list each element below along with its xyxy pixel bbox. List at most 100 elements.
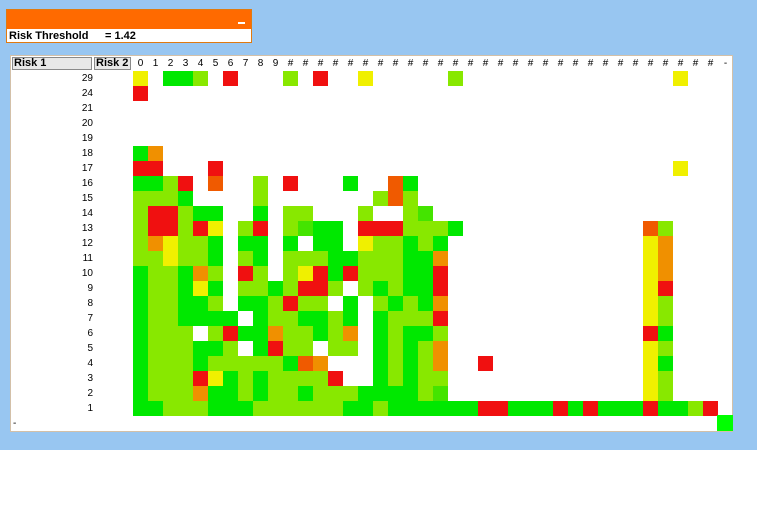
heatmap-cell[interactable] — [433, 251, 448, 266]
heatmap-cell[interactable] — [148, 161, 163, 176]
heatmap-cell[interactable] — [133, 341, 148, 356]
heatmap-cell[interactable] — [163, 236, 178, 251]
corner-resize-handle[interactable] — [717, 415, 733, 431]
heatmap-cell[interactable] — [643, 386, 658, 401]
heatmap-cell[interactable] — [133, 296, 148, 311]
heatmap-cell[interactable] — [133, 311, 148, 326]
heatmap-cell[interactable] — [238, 371, 253, 386]
heatmap-cell[interactable] — [283, 266, 298, 281]
heatmap-cell[interactable] — [433, 326, 448, 341]
heatmap-cell[interactable] — [373, 251, 388, 266]
heatmap-cell[interactable] — [223, 326, 238, 341]
heatmap-cell[interactable] — [313, 266, 328, 281]
heatmap-cell[interactable] — [613, 401, 628, 416]
heatmap-cell[interactable] — [178, 326, 193, 341]
heatmap-cell[interactable] — [523, 401, 538, 416]
heatmap-cell[interactable] — [358, 386, 373, 401]
heatmap-cell[interactable] — [178, 356, 193, 371]
heatmap-cell[interactable] — [433, 386, 448, 401]
heatmap-cell[interactable] — [163, 71, 178, 86]
heatmap-cell[interactable] — [268, 296, 283, 311]
heatmap-cell[interactable] — [283, 311, 298, 326]
heatmap-cell[interactable] — [313, 296, 328, 311]
heatmap-cell[interactable] — [658, 221, 673, 236]
heatmap-cell[interactable] — [253, 326, 268, 341]
heatmap-cell[interactable] — [133, 71, 148, 86]
heatmap-cell[interactable] — [163, 296, 178, 311]
heatmap-cell[interactable] — [268, 356, 283, 371]
heatmap-cell[interactable] — [133, 221, 148, 236]
heatmap-cell[interactable] — [583, 401, 598, 416]
heatmap-cell[interactable] — [283, 71, 298, 86]
heatmap-cell[interactable] — [328, 221, 343, 236]
heatmap-cell[interactable] — [343, 266, 358, 281]
heatmap-cell[interactable] — [493, 401, 508, 416]
heatmap-cell[interactable] — [418, 311, 433, 326]
heatmap-cell[interactable] — [223, 311, 238, 326]
heatmap-cell[interactable] — [418, 221, 433, 236]
heatmap-cell[interactable] — [298, 386, 313, 401]
heatmap-cell[interactable] — [238, 401, 253, 416]
heatmap-cell[interactable] — [298, 311, 313, 326]
heatmap-cell[interactable] — [328, 311, 343, 326]
heatmap-cell[interactable] — [178, 281, 193, 296]
heatmap-cell[interactable] — [688, 401, 703, 416]
heatmap-cell[interactable] — [178, 71, 193, 86]
heatmap-cell[interactable] — [358, 71, 373, 86]
heatmap-cell[interactable] — [373, 341, 388, 356]
heatmap-cell[interactable] — [253, 386, 268, 401]
heatmap-cell[interactable] — [373, 326, 388, 341]
heatmap-cell[interactable] — [433, 266, 448, 281]
heatmap-cell[interactable] — [388, 401, 403, 416]
heatmap-cell[interactable] — [373, 221, 388, 236]
heatmap-cell[interactable] — [238, 296, 253, 311]
heatmap-cell[interactable] — [208, 161, 223, 176]
heatmap-cell[interactable] — [388, 371, 403, 386]
heatmap-cell[interactable] — [298, 326, 313, 341]
heatmap-cell[interactable] — [343, 251, 358, 266]
heatmap-cell[interactable] — [148, 176, 163, 191]
heatmap-cell[interactable] — [253, 296, 268, 311]
heatmap-cell[interactable] — [643, 221, 658, 236]
heatmap-cell[interactable] — [328, 371, 343, 386]
heatmap-cell[interactable] — [658, 356, 673, 371]
heatmap-cell[interactable] — [313, 221, 328, 236]
heatmap-cell[interactable] — [283, 296, 298, 311]
heatmap-cell[interactable] — [313, 71, 328, 86]
heatmap-cell[interactable] — [658, 236, 673, 251]
heatmap-cell[interactable] — [448, 401, 463, 416]
heatmap-cell[interactable] — [658, 386, 673, 401]
heatmap-cell[interactable] — [358, 206, 373, 221]
heatmap-cell[interactable] — [658, 401, 673, 416]
heatmap-cell[interactable] — [193, 401, 208, 416]
heatmap-cell[interactable] — [628, 401, 643, 416]
heatmap-cell[interactable] — [148, 206, 163, 221]
heatmap-cell[interactable] — [358, 401, 373, 416]
heatmap-cell[interactable] — [403, 326, 418, 341]
heatmap-cell[interactable] — [343, 176, 358, 191]
heatmap-cell[interactable] — [238, 221, 253, 236]
heatmap-cell[interactable] — [313, 356, 328, 371]
heatmap-cell[interactable] — [163, 221, 178, 236]
heatmap-cell[interactable] — [373, 371, 388, 386]
heatmap-cell[interactable] — [133, 176, 148, 191]
heatmap-cell[interactable] — [208, 176, 223, 191]
heatmap-cell[interactable] — [163, 206, 178, 221]
heatmap-cell[interactable] — [208, 266, 223, 281]
heatmap-cell[interactable] — [268, 326, 283, 341]
heatmap-cell[interactable] — [358, 236, 373, 251]
heatmap-cell[interactable] — [253, 251, 268, 266]
heatmap-cell[interactable] — [148, 341, 163, 356]
heatmap-cell[interactable] — [433, 311, 448, 326]
heatmap-cell[interactable] — [403, 386, 418, 401]
heatmap-cell[interactable] — [163, 356, 178, 371]
heatmap-cell[interactable] — [373, 296, 388, 311]
heatmap-cell[interactable] — [643, 266, 658, 281]
heatmap-cell[interactable] — [193, 281, 208, 296]
heatmap-cell[interactable] — [253, 371, 268, 386]
heatmap-cell[interactable] — [283, 401, 298, 416]
heatmap-cell[interactable] — [133, 281, 148, 296]
heatmap-cell[interactable] — [283, 281, 298, 296]
heatmap-cell[interactable] — [343, 296, 358, 311]
heatmap-cell[interactable] — [358, 251, 373, 266]
